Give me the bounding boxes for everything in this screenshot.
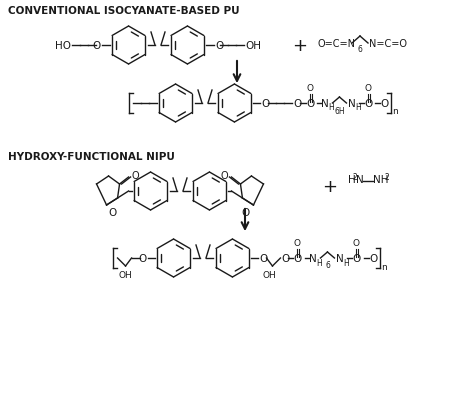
Text: N: N xyxy=(348,99,356,109)
Text: 6H: 6H xyxy=(334,106,345,115)
Text: O: O xyxy=(293,99,301,109)
Text: 2: 2 xyxy=(385,172,390,181)
Text: H: H xyxy=(344,258,349,267)
Text: O: O xyxy=(282,254,290,263)
Text: HO: HO xyxy=(55,41,71,51)
Text: 6: 6 xyxy=(357,45,363,55)
Text: +: + xyxy=(292,37,308,55)
Text: O: O xyxy=(353,254,361,263)
Text: n: n xyxy=(392,107,398,116)
Text: O: O xyxy=(221,171,228,180)
Text: HYDROXY-FUNCTIONAL NIPU: HYDROXY-FUNCTIONAL NIPU xyxy=(8,152,175,161)
Text: +: + xyxy=(322,178,337,195)
Text: O=C=N: O=C=N xyxy=(318,39,356,49)
Text: 2: 2 xyxy=(353,172,358,181)
Text: H: H xyxy=(348,175,356,185)
Text: OH: OH xyxy=(263,271,276,280)
Text: n: n xyxy=(382,262,387,271)
Text: O: O xyxy=(92,41,100,51)
Text: O: O xyxy=(381,99,389,109)
Text: 6: 6 xyxy=(325,261,330,270)
Text: N: N xyxy=(356,175,364,185)
Text: O: O xyxy=(241,207,249,218)
Text: OH: OH xyxy=(246,41,262,51)
Text: O: O xyxy=(307,84,314,93)
Text: H: H xyxy=(328,103,334,112)
Text: N: N xyxy=(337,254,344,263)
Text: CONVENTIONAL ISOCYANATE-BASED PU: CONVENTIONAL ISOCYANATE-BASED PU xyxy=(8,6,240,16)
Text: N: N xyxy=(321,99,329,109)
Text: N=C=O: N=C=O xyxy=(369,39,407,49)
Text: H: H xyxy=(317,258,322,267)
Text: O: O xyxy=(262,99,270,109)
Text: O: O xyxy=(293,254,301,263)
Text: O: O xyxy=(353,238,360,247)
Text: O: O xyxy=(132,171,139,180)
Text: N: N xyxy=(310,254,317,263)
Text: O: O xyxy=(365,84,372,93)
Text: NH: NH xyxy=(373,175,389,185)
Text: H: H xyxy=(356,103,361,112)
Text: O: O xyxy=(138,254,146,263)
Text: O: O xyxy=(216,41,224,51)
Text: O: O xyxy=(109,207,117,218)
Text: O: O xyxy=(369,254,378,263)
Text: O: O xyxy=(307,99,315,109)
Text: O: O xyxy=(365,99,373,109)
Text: O: O xyxy=(294,238,301,247)
Text: O: O xyxy=(259,254,268,263)
Text: OH: OH xyxy=(118,271,132,280)
